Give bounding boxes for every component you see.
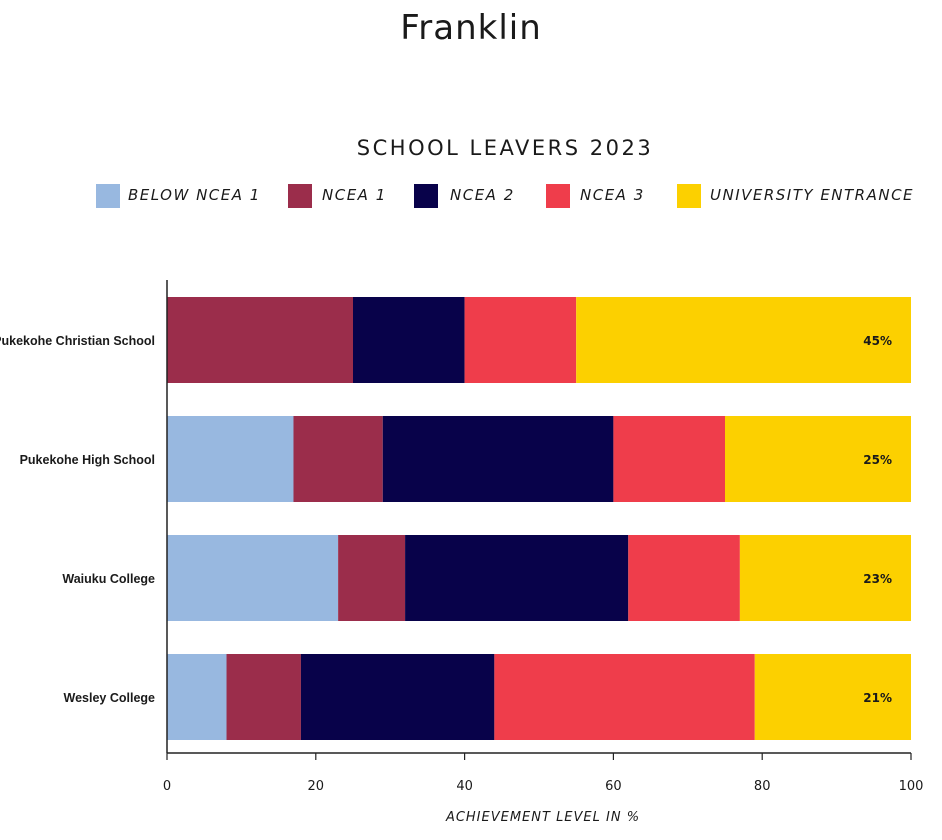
bar-waiuku-college-ncea-1 — [338, 535, 406, 621]
category-label: Pukekohe Christian School — [0, 334, 155, 348]
x-axis-label: ACHIEVEMENT LEVEL IN % — [445, 810, 641, 825]
x-tick-label: 0 — [163, 779, 171, 794]
legend-label-ncea2: NCEA 2 — [450, 186, 515, 204]
bar-pukekohe-christian-school-ncea-2 — [353, 297, 465, 383]
legend-swatch-ncea2 — [414, 184, 438, 208]
data-label: 21% — [863, 691, 892, 705]
x-tick-label: 80 — [754, 779, 771, 794]
category-label: Wesley College — [64, 691, 156, 705]
bar-waiuku-college-ncea-2 — [405, 535, 629, 621]
chart-title: SCHOOL LEAVERS 2023 — [356, 136, 654, 160]
data-label: 23% — [863, 572, 892, 586]
x-tick-label: 40 — [456, 779, 473, 794]
bar-pukekohe-christian-school-ncea-1 — [167, 297, 353, 383]
x-tick-label: 100 — [899, 779, 924, 794]
legend-label-university-entrance: UNIVERSITY ENTRANCE — [710, 186, 915, 204]
bar-wesley-college-ncea-2 — [300, 654, 495, 740]
category-label: Waiuku College — [62, 572, 155, 586]
bar-pukekohe-high-school-below-ncea-1 — [167, 416, 294, 502]
bar-waiuku-college-ncea-3 — [628, 535, 740, 621]
bar-pukekohe-christian-school-university-entrance — [576, 297, 911, 383]
legend-swatch-university-entrance — [677, 184, 701, 208]
bar-pukekohe-high-school-ncea-3 — [613, 416, 725, 502]
bar-pukekohe-christian-school-ncea-3 — [464, 297, 577, 383]
bar-pukekohe-high-school-ncea-1 — [293, 416, 383, 502]
bar-wesley-college-below-ncea-1 — [167, 654, 227, 740]
page-title: Franklin — [400, 8, 542, 48]
bar-wesley-college-ncea-1 — [226, 654, 301, 740]
legend-swatch-ncea3 — [546, 184, 570, 208]
legend-label-ncea3: NCEA 3 — [580, 186, 645, 204]
bar-wesley-college-ncea-3 — [494, 654, 755, 740]
x-tick-label: 20 — [308, 779, 325, 794]
data-label: 45% — [863, 334, 892, 348]
bar-waiuku-college-below-ncea-1 — [167, 535, 339, 621]
bar-pukekohe-high-school-ncea-2 — [382, 416, 614, 502]
data-label: 25% — [863, 453, 892, 467]
legend-swatch-below-ncea1 — [96, 184, 120, 208]
legend-label-ncea1: NCEA 1 — [322, 186, 387, 204]
category-label: Pukekohe High School — [20, 453, 155, 467]
bar-waiuku-college-university-entrance — [739, 535, 911, 621]
legend-swatch-ncea1 — [288, 184, 312, 208]
bar-wesley-college-university-entrance — [754, 654, 911, 740]
x-tick-label: 60 — [605, 779, 622, 794]
bar-pukekohe-high-school-university-entrance — [725, 416, 911, 502]
legend-label-below-ncea1: BELOW NCEA 1 — [128, 186, 261, 204]
